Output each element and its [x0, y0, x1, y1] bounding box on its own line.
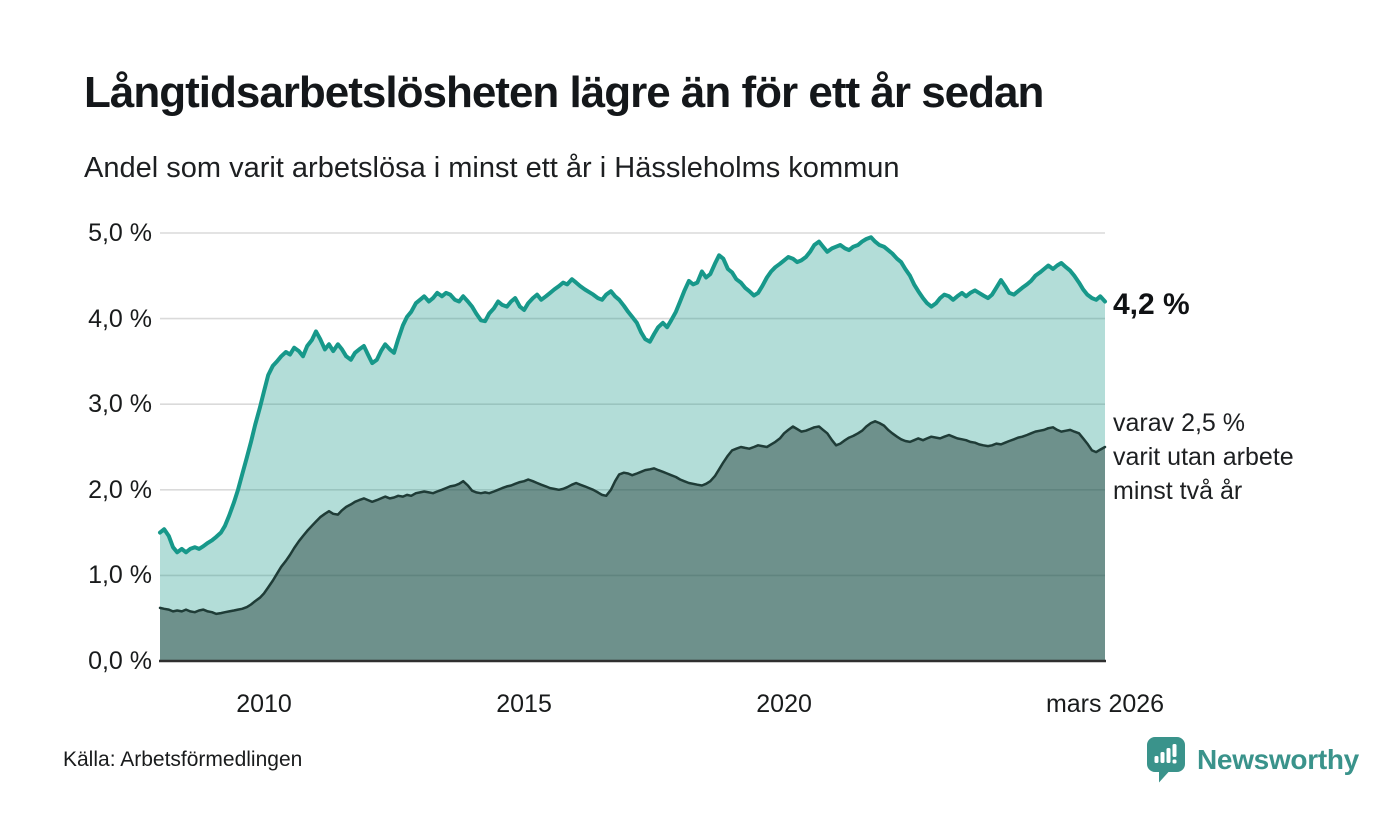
- x-tick-label: 2015: [496, 690, 552, 718]
- x-tick-label: 2010: [236, 690, 292, 718]
- page-title: Långtidsarbetslösheten lägre än för ett …: [84, 68, 1044, 117]
- two-year-annotation-line1: varav 2,5 %: [1113, 409, 1246, 437]
- y-tick-label: 5,0 %: [88, 219, 152, 247]
- x-tick-label: 2020: [756, 690, 812, 718]
- newsworthy-logo: Newsworthy: [1146, 736, 1359, 783]
- area-series-2: [160, 421, 1105, 661]
- y-tick-label: 1,0 %: [88, 561, 152, 590]
- latest-value-label: 4,2 %: [1113, 288, 1190, 321]
- x-tick-label: mars 2026: [1045, 690, 1165, 718]
- source-note: Källa: Arbetsförmedlingen: [63, 748, 303, 771]
- area-series-1: [160, 237, 1105, 662]
- y-tick-label: 2,0 %: [88, 475, 152, 504]
- y-tick-label: 0,0 %: [88, 647, 152, 675]
- page-subtitle: Andel som varit arbetslösa i minst ett å…: [84, 152, 900, 184]
- line-series-1: [158, 235, 1107, 555]
- bar-chart-speech-bubble-icon: [1147, 737, 1185, 783]
- line-series-2: [158, 420, 1107, 616]
- two-year-annotation-line2: varit utan arbete: [1113, 443, 1294, 471]
- two-year-annotation: varav 2,5 % varit utan arbete minst två …: [1113, 406, 1294, 508]
- y-tick-label: 4,0 %: [88, 304, 152, 333]
- two-year-annotation-line3: minst två år: [1113, 477, 1243, 505]
- y-tick-label: 3,0 %: [88, 390, 152, 419]
- newsworthy-wordmark: Newsworthy: [1197, 743, 1359, 775]
